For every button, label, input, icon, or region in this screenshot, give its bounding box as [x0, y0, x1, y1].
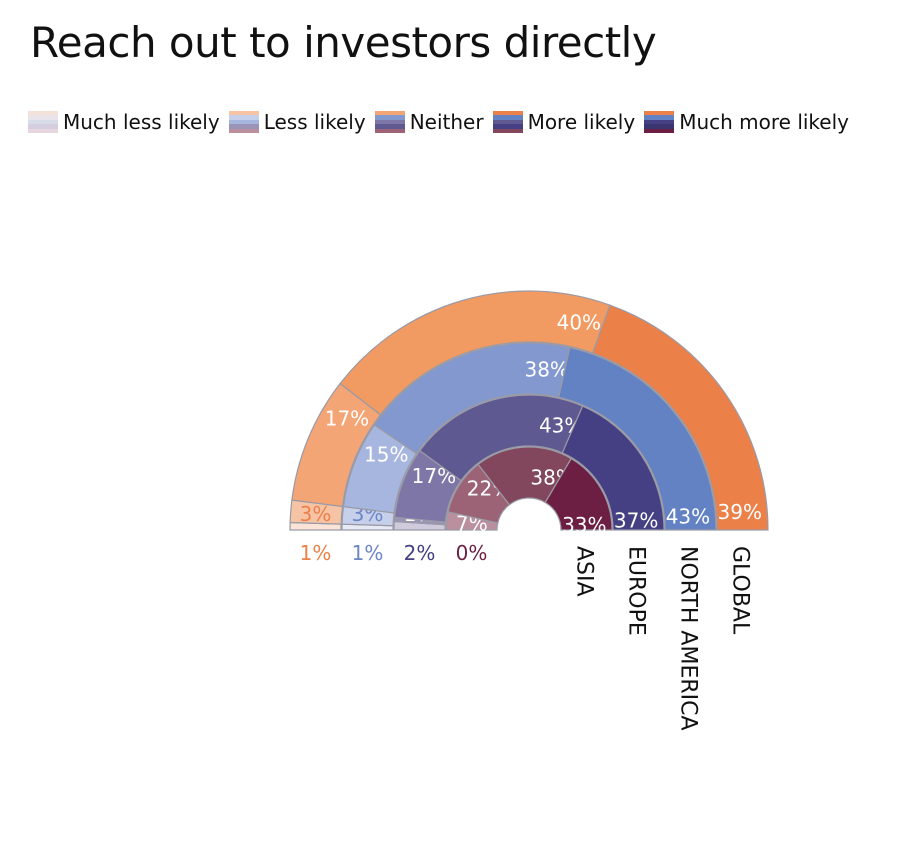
legend-swatch: [644, 111, 675, 134]
legend-label: Neither: [409, 110, 484, 134]
legend-swatch: [492, 111, 523, 134]
data-label: 40%: [557, 310, 601, 334]
segment-global-much-more-likely: [591, 304, 769, 531]
legend-swatch: [228, 111, 259, 134]
legend-item-neither: Neither: [374, 110, 484, 134]
data-label: 1%: [300, 541, 332, 565]
ring-asia: 0%7%22% 38%33%ASIA: [445, 446, 613, 597]
legend-label: More likely: [527, 110, 636, 134]
legend-item-much-less-likely: Much less likely: [28, 110, 220, 134]
chart-title: Reach out to investors directly: [30, 18, 657, 67]
ring-europe: 2%1%17%43%37%EUROPE: [393, 394, 665, 636]
data-label: 0%: [456, 541, 488, 565]
segment-asia-more-likely: [477, 446, 573, 506]
legend-label: Much more likely: [679, 110, 849, 134]
region-label-north-america: NORTH AMERICA: [676, 546, 701, 731]
ring-global: 1% 3% 17% 40% 39% GLOBAL: [289, 290, 769, 635]
data-label: 38%: [524, 357, 568, 381]
data-label: 3%: [300, 502, 332, 526]
legend-label: Much less likely: [63, 110, 220, 134]
data-label: 15%: [364, 442, 408, 466]
data-label: 33%: [562, 513, 606, 537]
segment-europe-much-more-likely: [561, 405, 665, 531]
region-label-asia: ASIA: [572, 546, 597, 597]
legend-item-more-likely: More likely: [492, 110, 636, 134]
region-label-global: GLOBAL: [728, 546, 753, 635]
data-label: 37%: [614, 509, 658, 533]
legend-item-less-likely: Less likely: [228, 110, 366, 134]
data-label: 17%: [325, 406, 369, 430]
ring-north-america: 1%3%15%38%43%NORTH AMERICA: [341, 342, 717, 731]
data-label: 1%: [352, 541, 384, 565]
legend-label: Less likely: [263, 110, 366, 134]
legend-item-much-more-likely: Much more likely: [644, 110, 849, 134]
data-label: 43%: [666, 504, 710, 528]
legend-swatch: [28, 111, 58, 134]
chart-legend: Much less likely Less likely Neither More l…: [28, 110, 858, 134]
segment-north-america-much-more-likely: [557, 346, 717, 531]
region-label-europe: EUROPE: [624, 546, 649, 636]
data-label: 2%: [404, 541, 436, 565]
data-label: 39%: [718, 500, 762, 524]
segment-asia-much-more-likely: [544, 457, 613, 531]
legend-swatch: [374, 111, 405, 134]
